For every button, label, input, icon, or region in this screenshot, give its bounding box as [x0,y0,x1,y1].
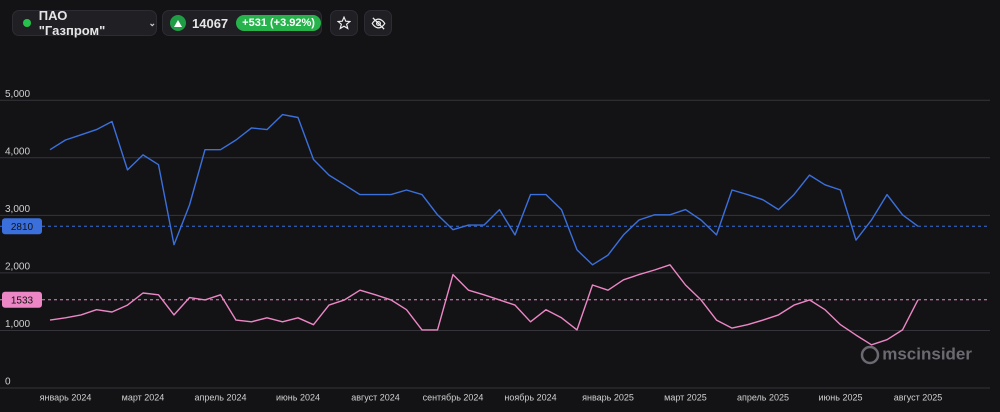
chevron: ⌄ [148,17,156,28]
x-tick-label: январь 2025 [582,392,634,402]
y-tick-label: 5,000 [5,89,30,100]
last-price-tag [2,291,42,308]
x-tick-label: август 2025 [894,392,943,402]
x-tick-label: март 2024 [122,392,165,402]
y-tick-label: 4,000 [5,146,30,157]
watermark: mscinsider [882,344,972,363]
toolbar: ПАО "Газпром" ⌄ 14067 +531 (+3.92%) [0,0,1000,46]
watermark-logo [860,345,880,365]
up-icon [170,15,186,31]
x-tick-label: июнь 2024 [276,392,320,402]
symbol-name: ПАО "Газпром" [38,8,106,38]
x-tick-label: сентябрь 2024 [423,392,484,402]
quote: 14067 +531 (+3.92%) [162,10,322,36]
symbol-selector[interactable]: ПАО "Газпром" ⌄ [12,8,157,38]
y-tick-label: 2,000 [5,262,30,273]
status-dot [23,19,31,27]
star-icon [337,16,351,30]
change-badge: +531 (+3.92%) [236,15,321,31]
x-tick-label: апрель 2025 [737,392,789,402]
last-price-label: 2810 [11,222,34,233]
favorite-button[interactable] [330,10,358,36]
x-tick-label: ноябрь 2024 [504,392,556,402]
x-tick-label: март 2025 [664,392,707,402]
up-triangle [174,19,182,27]
last-price-tag [2,218,42,235]
last-price-label: 1533 [11,295,34,306]
price: 14067 [192,15,229,31]
x-tick-label: январь 2024 [40,392,92,402]
eye-off-icon [371,16,385,30]
x-tick-label: апрель 2024 [194,392,246,402]
x-tick-label: август 2024 [351,392,400,402]
hide-button[interactable] [364,10,392,36]
series-line [49,264,919,346]
y-tick-label: 1,000 [5,319,30,330]
y-tick-label: 0 [5,377,11,388]
y-tick-label: 3,000 [5,204,30,215]
series-line [49,113,919,266]
x-tick-label: июнь 2025 [819,392,863,402]
